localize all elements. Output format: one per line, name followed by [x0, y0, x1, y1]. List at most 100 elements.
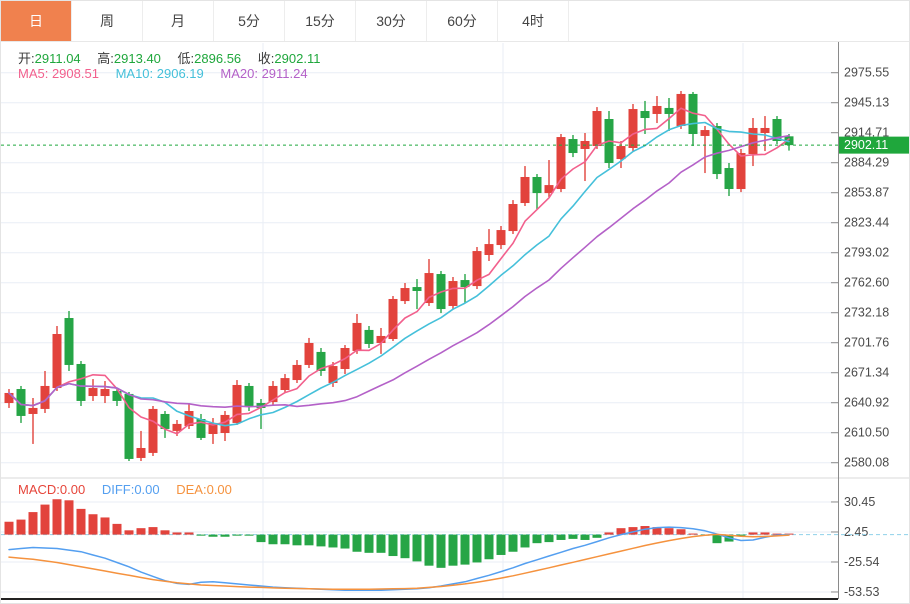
macd-bar: [16, 519, 26, 535]
candlestick: [424, 273, 434, 304]
candlestick: [220, 414, 230, 434]
macd-bar: [40, 504, 50, 535]
candlestick: [472, 251, 482, 287]
price-axis-label: 2853.87: [844, 186, 889, 200]
price-axis-label: 2732.18: [844, 306, 889, 320]
macd-bar: [532, 534, 542, 544]
candlestick: [100, 389, 110, 397]
candlestick: [172, 423, 182, 431]
tab-period-week[interactable]: 周: [72, 1, 143, 41]
macd-bar: [412, 534, 422, 562]
candlestick: [208, 422, 218, 434]
candlestick: [52, 333, 62, 389]
ma5-readout: MA5: 2908.51: [18, 66, 99, 81]
diff-value-readout: DIFF:0.00: [101, 482, 160, 497]
macd-bar: [148, 527, 158, 535]
candlestick: [556, 137, 566, 190]
tab-period-4hour[interactable]: 4时: [498, 1, 569, 41]
candlestick: [40, 385, 50, 409]
macd-bar: [184, 532, 194, 535]
candlestick: [544, 185, 554, 194]
macd-bar: [280, 534, 290, 545]
candlestick: [328, 366, 338, 384]
macd-bar: [640, 526, 650, 535]
macd-bar: [664, 528, 674, 535]
macd-bar: [220, 534, 230, 537]
tab-period-month[interactable]: 月: [143, 1, 214, 41]
macd-bar: [256, 534, 266, 543]
macd-bar: [76, 508, 86, 535]
macd-bar: [568, 534, 578, 539]
macd-bar: [772, 533, 782, 535]
period-tabbar: 日 周 月 5分 15分 30分 60分 4时: [1, 1, 909, 42]
macd-bar: [100, 517, 110, 535]
macd-bar: [520, 534, 530, 548]
ma10-readout: MA10: 2906.19: [115, 66, 204, 81]
macd-axis-label: 2.45: [844, 525, 868, 539]
candlestick: [196, 419, 206, 438]
macd-bar: [712, 534, 722, 544]
candlestick: [124, 393, 134, 459]
candlestick: [760, 127, 770, 134]
macd-bar: [208, 534, 218, 537]
price-axis-label: 2823.44: [844, 216, 889, 230]
candlestick: [772, 119, 782, 141]
candlestick: [388, 298, 398, 340]
candlestick: [460, 280, 470, 288]
macd-bar: [64, 500, 74, 535]
low-readout: 低:2896.56: [177, 51, 242, 66]
price-axis-label: 2640.92: [844, 396, 889, 410]
tab-period-day[interactable]: 日: [1, 1, 72, 41]
tab-period-5min[interactable]: 5分: [214, 1, 285, 41]
macd-bar: [448, 534, 458, 566]
candlestick: [364, 329, 374, 344]
macd-bar: [580, 534, 590, 540]
candlestick: [496, 230, 506, 246]
ma5-line: [8, 107, 790, 435]
price-axis-label: 2701.76: [844, 336, 889, 350]
candlestick: [304, 342, 314, 365]
macd-bar: [316, 534, 326, 547]
candlestick: [652, 105, 662, 114]
macd-bar: [436, 534, 446, 568]
macd-bar: [136, 528, 146, 535]
macd-bar: [400, 534, 410, 559]
candlestick: [148, 408, 158, 453]
current-price-tag: [839, 136, 909, 154]
candlestick: [88, 388, 98, 397]
candlestick: [484, 244, 494, 255]
tab-period-30min[interactable]: 30分: [356, 1, 427, 41]
macd-bar: [688, 533, 698, 535]
macd-bar: [376, 534, 386, 553]
macd-bar: [628, 527, 638, 535]
candlestick: [244, 385, 254, 406]
tab-period-15min[interactable]: 15分: [285, 1, 356, 41]
macd-bar: [472, 534, 482, 563]
macd-bar: [28, 512, 38, 535]
candlestick: [136, 447, 146, 458]
candlestick: [160, 413, 170, 429]
price-axis-label: 2914.71: [844, 126, 889, 140]
macd-value-readout: MACD:0.00: [18, 482, 86, 497]
diff-line: [8, 526, 790, 592]
macd-bar: [496, 534, 506, 555]
open-readout: 开:2911.04: [18, 51, 81, 66]
macd-bar: [652, 527, 662, 535]
macd-bar: [760, 532, 770, 535]
candlestick: [400, 288, 410, 302]
price-axis-label: 2762.60: [844, 276, 889, 290]
macd-bar: [160, 530, 170, 535]
macd-axis-label: 30.45: [844, 495, 875, 509]
candlestick: [640, 111, 650, 119]
price-axis-label: 2610.50: [844, 426, 889, 440]
ma20-readout: MA20: 2911.24: [220, 66, 308, 81]
macd-bar: [88, 514, 98, 535]
macd-axis-label: -25.54: [844, 555, 879, 569]
price-axis-label: 2580.08: [844, 456, 889, 470]
tab-period-60min[interactable]: 60分: [427, 1, 498, 41]
candlestick: [724, 168, 734, 190]
macd-bar: [304, 534, 314, 546]
dea-line: [8, 533, 790, 591]
